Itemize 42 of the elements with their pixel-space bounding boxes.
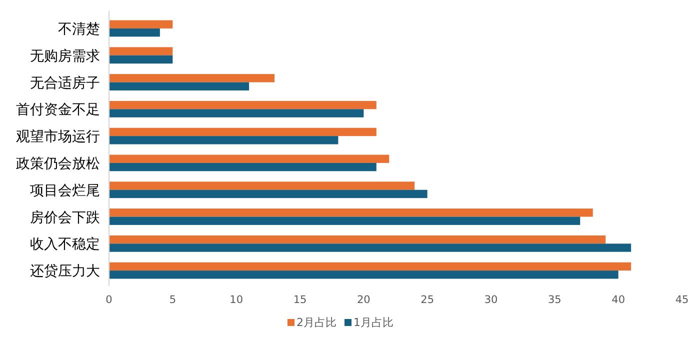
bar — [109, 190, 428, 198]
y-tick-label: 项目会烂尾 — [30, 182, 100, 199]
bar — [109, 216, 580, 225]
bar — [109, 74, 275, 82]
y-tick-label: 无合适房子 — [30, 75, 100, 92]
x-tick-label: 0 — [106, 294, 112, 306]
x-tick-label: 40 — [612, 294, 626, 306]
x-tick-label: 5 — [169, 294, 176, 306]
y-tick-label: 首付资金不足 — [16, 102, 100, 118]
bar — [109, 262, 632, 271]
y-tick-label: 观望市场运行 — [16, 129, 100, 146]
bar — [109, 270, 618, 279]
y-tick-label: 房价会下跌 — [30, 210, 100, 226]
x-tick-label: 20 — [356, 294, 370, 306]
bar — [109, 47, 173, 56]
y-tick-label: 政策仍会放松 — [16, 156, 100, 172]
x-tick-label: 30 — [484, 294, 498, 306]
bar — [109, 55, 173, 64]
y-tick-label: 还贷压力大 — [30, 264, 100, 280]
bar — [109, 82, 250, 90]
y-tick-label: 无购房需求 — [30, 48, 100, 64]
bar — [109, 208, 593, 217]
bar — [109, 100, 376, 110]
y-tick-label: 收入不稳定 — [30, 236, 100, 253]
bar — [109, 20, 173, 28]
bar — [109, 162, 376, 172]
bar — [109, 128, 376, 136]
x-tick-label: 10 — [230, 294, 244, 306]
bar — [109, 109, 364, 118]
bar — [109, 244, 632, 252]
bar — [109, 28, 160, 37]
bar — [109, 182, 415, 190]
bar — [109, 235, 606, 244]
legend-label: 1月占比 — [354, 316, 394, 329]
x-tick-label: 35 — [548, 294, 562, 306]
x-tick-label: 15 — [293, 294, 307, 306]
x-tick-label: 45 — [675, 294, 689, 306]
y-tick-label: 不清楚 — [58, 21, 100, 38]
legend-label: 2月占比 — [296, 316, 336, 329]
x-tick-label: 25 — [420, 294, 434, 306]
bar — [109, 136, 338, 144]
bar — [109, 154, 390, 163]
